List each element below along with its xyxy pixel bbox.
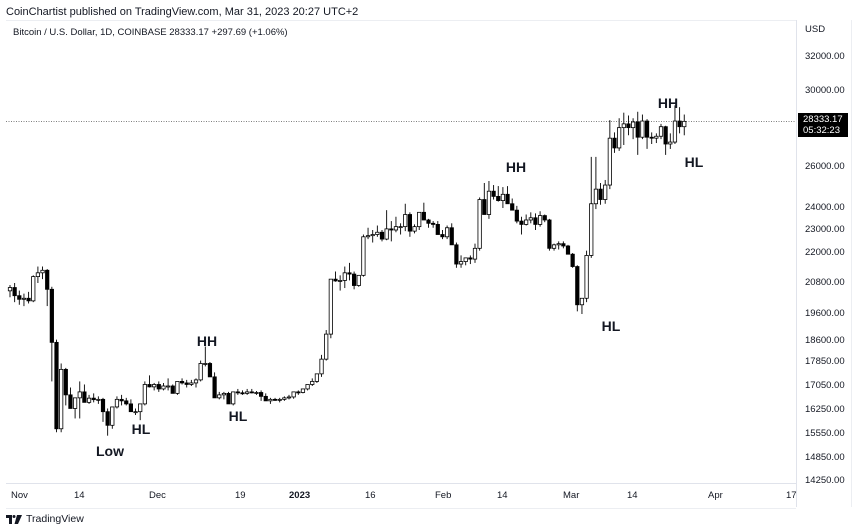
price-tick-label: 30000.00 bbox=[805, 85, 845, 96]
price-tick-label: 17850.00 bbox=[805, 356, 845, 367]
tradingview-branding[interactable]: TradingView bbox=[6, 513, 84, 525]
time-tick-label: Feb bbox=[435, 490, 452, 501]
pattern-annotation-hh: HH bbox=[196, 333, 218, 349]
time-tick-label: 16 bbox=[365, 490, 376, 501]
bar-countdown: 05:32:23 bbox=[803, 125, 840, 136]
time-tick-label: 14 bbox=[497, 490, 508, 501]
pattern-annotation-hl: HL bbox=[228, 408, 248, 424]
time-tick-label: Mar bbox=[563, 490, 580, 501]
price-tick-label: 26000.00 bbox=[805, 161, 845, 172]
symbol-legend: Bitcoin / U.S. Dollar, 1D, COINBASE 2833… bbox=[13, 27, 288, 38]
price-tick-label: 24000.00 bbox=[805, 202, 845, 213]
price-axis-currency: USD bbox=[805, 24, 826, 35]
price-tick-label: 15550.00 bbox=[805, 428, 845, 439]
last-price: 28333.17 bbox=[803, 114, 843, 125]
time-tick-label: Apr bbox=[708, 490, 723, 501]
time-tick-label: Nov bbox=[11, 490, 28, 501]
time-tick-label: 14 bbox=[627, 490, 638, 501]
pattern-annotation-hl: HL bbox=[131, 421, 151, 437]
candlestick-chart bbox=[6, 105, 796, 436]
time-tick-label: Dec bbox=[149, 490, 166, 501]
pattern-annotation-low: Low bbox=[96, 443, 124, 459]
time-tick-label: 14 bbox=[74, 490, 85, 501]
price-tick-label: 20800.00 bbox=[805, 277, 845, 288]
time-tick-label: 17 bbox=[786, 490, 797, 501]
price-tick-label: 32000.00 bbox=[805, 51, 845, 62]
price-axis[interactable] bbox=[796, 20, 852, 507]
pattern-annotation-hh: HH bbox=[657, 95, 679, 111]
pattern-annotation-hl: HL bbox=[601, 318, 621, 334]
price-tick-label: 17050.00 bbox=[805, 380, 845, 391]
tradingview-label: TradingView bbox=[26, 513, 84, 525]
time-tick-label: 2023 bbox=[289, 490, 311, 501]
price-tick-label: 14850.00 bbox=[805, 452, 845, 463]
tradingview-logo-icon bbox=[6, 514, 22, 524]
time-axis[interactable] bbox=[6, 483, 796, 509]
price-tick-label: 18600.00 bbox=[805, 335, 845, 346]
price-tick-label: 14250.00 bbox=[805, 475, 845, 486]
published-caption: CoinChartist published on TradingView.co… bbox=[6, 6, 359, 18]
last-price-tag: 28333.17 05:32:23 bbox=[798, 113, 848, 137]
time-tick-label: 19 bbox=[235, 490, 246, 501]
pattern-annotation-hl: HL bbox=[684, 154, 704, 170]
price-tick-label: 22000.00 bbox=[805, 247, 845, 258]
chart-pane[interactable] bbox=[6, 20, 796, 484]
price-tick-label: 16250.00 bbox=[805, 404, 845, 415]
pattern-annotation-hh: HH bbox=[505, 159, 527, 175]
price-tick-label: 19600.00 bbox=[805, 308, 845, 319]
price-tick-label: 23000.00 bbox=[805, 224, 845, 235]
